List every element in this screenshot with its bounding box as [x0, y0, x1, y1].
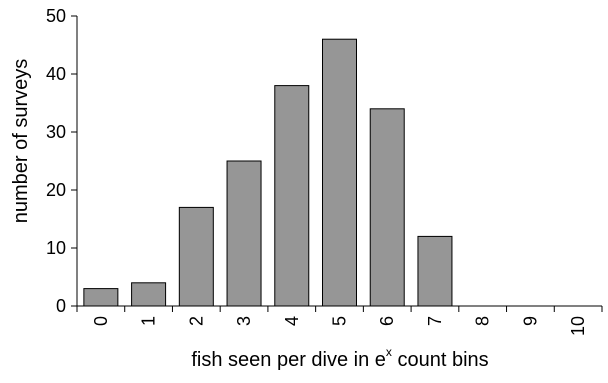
y-tick-label: 10: [46, 238, 66, 258]
y-axis: 0 10 20 30 40 50: [46, 6, 78, 316]
bar-1: [131, 282, 167, 307]
x-tick-label: 0: [91, 316, 111, 326]
x-axis-label-suffix: count bins: [391, 349, 489, 371]
bar-7: [417, 235, 453, 307]
x-tick-label: 4: [282, 316, 302, 326]
bar-6: [369, 108, 405, 307]
bar-4: [274, 85, 310, 307]
x-tick-label: 9: [520, 316, 540, 326]
y-tick-label: 30: [46, 122, 66, 142]
bar-series: [83, 38, 453, 307]
bar-5: [322, 38, 357, 307]
y-tick-label: 50: [46, 6, 66, 26]
bar-3: [226, 160, 262, 307]
x-axis-label-text: fish seen per dive in e: [191, 349, 386, 371]
x-tick-label: 7: [425, 316, 445, 326]
x-tick-label: 5: [330, 316, 350, 326]
y-tick-label: 0: [56, 296, 66, 316]
x-tick-label: 10: [568, 316, 588, 336]
y-axis-label: number of surveys: [10, 59, 32, 224]
bar-0: [83, 288, 119, 307]
x-tick-label: 6: [377, 316, 397, 326]
x-tick-label: 2: [186, 316, 206, 326]
x-axis-label-superscript: x: [385, 345, 392, 360]
x-axis-label: fish seen per dive in ex count bins: [75, 346, 605, 372]
x-tick-label: 3: [234, 316, 254, 326]
y-tick-label: 40: [46, 64, 66, 84]
x-tick-label: 8: [473, 316, 493, 326]
x-axis: 0 1 2 3 4 5 6 7 8 9 10: [76, 305, 603, 336]
bar-2: [178, 206, 214, 307]
y-tick-label: 20: [46, 180, 66, 200]
x-tick-label: 1: [139, 316, 159, 326]
